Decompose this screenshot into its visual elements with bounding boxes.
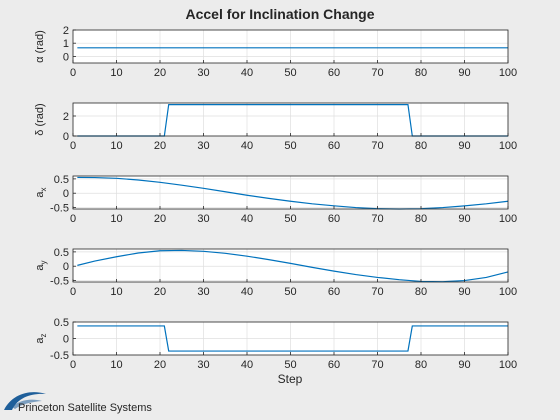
x-tick-label: 10 <box>110 140 122 152</box>
x-tick-label: 90 <box>458 359 470 371</box>
x-tick-label: 30 <box>197 213 209 225</box>
x-tick-label: 40 <box>241 67 253 79</box>
series-line <box>77 325 508 352</box>
x-tick-label: 30 <box>197 286 209 298</box>
x-tick-label: 100 <box>499 213 517 225</box>
x-tick-label: 100 <box>499 140 517 152</box>
x-tick-label: 20 <box>154 213 166 225</box>
logo-text: Princeton Satellite Systems <box>18 402 152 414</box>
x-tick-label: 90 <box>458 286 470 298</box>
x-tick-label: 10 <box>110 213 122 225</box>
x-tick-label: 30 <box>197 67 209 79</box>
y-tick-label: 0.5 <box>54 317 69 329</box>
x-axis-label: Step <box>278 372 303 386</box>
y-tick-label: 0.5 <box>54 247 69 259</box>
y-tick-label: 2 <box>63 111 69 123</box>
x-tick-label: 20 <box>154 359 166 371</box>
x-tick-label: 20 <box>154 286 166 298</box>
y-tick-label: -0.5 <box>50 203 69 215</box>
subplot-3: 0 10 20 30 40 50 60 70 80 90 100-0.500.5ax <box>34 174 517 225</box>
x-tick-label: 60 <box>328 359 340 371</box>
x-tick-label: 50 <box>284 213 296 225</box>
y-axis-label: az <box>34 333 48 343</box>
x-tick-label: 60 <box>328 213 340 225</box>
x-tick-label: 10 <box>110 359 122 371</box>
figure-title: Accel for Inclination Change <box>185 6 374 22</box>
y-tick-label: -0.5 <box>50 276 69 288</box>
x-tick-label: 100 <box>499 359 517 371</box>
x-tick-label: 60 <box>328 140 340 152</box>
series-line <box>77 176 509 210</box>
x-tick-label: 80 <box>415 140 427 152</box>
x-tick-label: 30 <box>197 140 209 152</box>
x-tick-label: 70 <box>371 140 383 152</box>
x-tick-label: 50 <box>284 286 296 298</box>
x-tick-label: 80 <box>415 286 427 298</box>
x-tick-label: 40 <box>241 213 253 225</box>
x-tick-label: 90 <box>458 213 470 225</box>
swoosh-logo-icon <box>4 392 46 410</box>
x-tick-label: 70 <box>371 213 383 225</box>
y-tick-label: 1 <box>63 38 69 50</box>
x-tick-label: 50 <box>284 140 296 152</box>
x-tick-label: 90 <box>458 67 470 79</box>
x-tick-label: 60 <box>328 67 340 79</box>
y-axis-label: α (rad) <box>34 30 46 63</box>
x-tick-label: 10 <box>110 286 122 298</box>
subplot-5: 0 10 20 30 40 50 60 70 80 90 100-0.500.5az <box>34 317 517 371</box>
x-tick-label: 0 <box>70 213 76 225</box>
y-tick-label: 0 <box>63 334 69 346</box>
x-tick-label: 70 <box>371 359 383 371</box>
company-logo: Princeton Satellite Systems <box>4 392 152 414</box>
subplot-4: 0 10 20 30 40 50 60 70 80 90 100-0.500.5ay <box>34 247 517 298</box>
x-tick-label: 50 <box>284 359 296 371</box>
x-tick-label: 30 <box>197 359 209 371</box>
y-tick-label: 0 <box>63 261 69 273</box>
x-tick-label: 60 <box>328 286 340 298</box>
x-tick-label: 70 <box>371 67 383 79</box>
subplot-2: 0 10 20 30 40 50 60 70 80 90 100 0 2 δ (rad) <box>34 102 517 152</box>
x-tick-label: 80 <box>415 213 427 225</box>
y-tick-label: -0.5 <box>50 350 69 362</box>
x-tick-label: 0 <box>70 359 76 371</box>
x-tick-label: 0 <box>70 286 76 298</box>
y-tick-label: 0 <box>63 188 69 200</box>
y-tick-label: 0.5 <box>54 174 69 186</box>
x-tick-label: 10 <box>110 67 122 79</box>
x-tick-label: 40 <box>241 140 253 152</box>
x-tick-label: 90 <box>458 140 470 152</box>
y-tick-label: 0 <box>63 51 69 63</box>
x-tick-label: 80 <box>415 67 427 79</box>
x-tick-label: 20 <box>154 67 166 79</box>
x-tick-label: 100 <box>499 67 517 79</box>
x-tick-label: 100 <box>499 286 517 298</box>
x-tick-label: 50 <box>284 67 296 79</box>
y-tick-label: 0 <box>63 131 69 143</box>
x-tick-label: 40 <box>241 359 253 371</box>
x-tick-label: 40 <box>241 286 253 298</box>
x-tick-label: 80 <box>415 359 427 371</box>
y-tick-label: 2 <box>63 25 69 37</box>
y-axis-label: ax <box>34 187 48 197</box>
x-tick-label: 0 <box>70 140 76 152</box>
y-axis-label: ay <box>34 260 48 270</box>
x-tick-label: 70 <box>371 286 383 298</box>
x-tick-label: 20 <box>154 140 166 152</box>
x-tick-label: 0 <box>70 67 76 79</box>
y-axis-label: δ (rad) <box>34 103 46 135</box>
